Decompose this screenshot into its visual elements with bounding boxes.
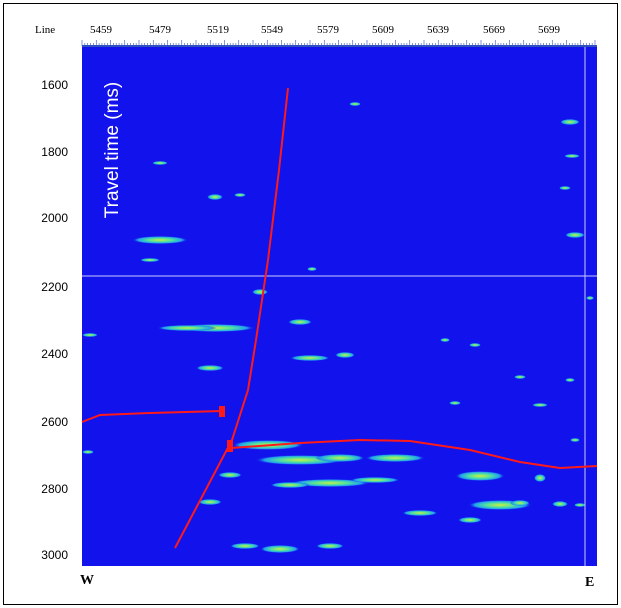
amplitude-blob bbox=[455, 471, 505, 481]
amplitude-blob bbox=[565, 232, 585, 238]
y-tick-label: 1600 bbox=[41, 78, 68, 92]
amplitude-blob bbox=[260, 545, 300, 553]
horizon-marker bbox=[227, 440, 233, 452]
x-tick-label: 5609 bbox=[372, 24, 395, 36]
amplitude-blob bbox=[514, 375, 526, 379]
amplitude-blob bbox=[564, 154, 580, 158]
interpretation bbox=[81, 87, 598, 549]
amplitude-blob bbox=[532, 403, 548, 407]
x-tick-label: 5699 bbox=[538, 24, 561, 36]
amplitude-blob bbox=[82, 333, 98, 337]
amplitude-blob bbox=[574, 503, 586, 507]
amplitude-blob bbox=[316, 543, 344, 549]
amplitude-blob bbox=[230, 543, 260, 549]
amplitude-blob bbox=[350, 477, 400, 483]
amplitude-blob bbox=[449, 401, 461, 405]
amplitude-blob bbox=[290, 355, 330, 361]
x-tick-label: 5479 bbox=[149, 24, 172, 36]
x-tick-label: 5459 bbox=[90, 24, 113, 36]
horizon-marker bbox=[219, 406, 225, 417]
east-label: E bbox=[585, 575, 594, 590]
amplitude-blob bbox=[157, 325, 217, 331]
x-tick-label: 5579 bbox=[317, 24, 340, 36]
amplitude-blob bbox=[234, 193, 246, 197]
y-tick-label: 2200 bbox=[41, 280, 68, 294]
amplitude-blob bbox=[559, 186, 571, 190]
amplitude-blob bbox=[315, 454, 365, 462]
amplitude-blob bbox=[402, 510, 438, 516]
plot-area bbox=[82, 47, 597, 566]
amplitude-blob bbox=[440, 338, 450, 342]
y-tick-label: 1800 bbox=[41, 145, 68, 159]
amplitude-blob bbox=[288, 319, 312, 325]
amplitude-blob bbox=[552, 501, 568, 507]
amplitude-blob bbox=[196, 365, 224, 371]
amplitude-blob bbox=[586, 296, 594, 300]
amplitude-blob bbox=[252, 289, 268, 295]
amplitude-blob bbox=[469, 343, 481, 347]
amplitude-blob bbox=[510, 500, 530, 506]
amplitude-blob bbox=[207, 194, 223, 200]
amplitude-blob bbox=[565, 378, 575, 382]
x-tick-label: 5519 bbox=[207, 24, 230, 36]
amplitude-blob bbox=[458, 517, 482, 523]
x-tick-label: 5639 bbox=[427, 24, 450, 36]
line-label: Line bbox=[35, 24, 55, 36]
west-label: W bbox=[80, 573, 94, 588]
amplitude-blob bbox=[152, 161, 168, 165]
amplitude-blob bbox=[570, 438, 580, 442]
amplitude-blob bbox=[349, 102, 361, 106]
y-axis-title: Travel time (ms) bbox=[102, 82, 123, 219]
y-tick-label: 2800 bbox=[41, 482, 68, 496]
amplitude-blob bbox=[335, 352, 355, 358]
amplitude-blob bbox=[82, 450, 94, 454]
amplitude-blob bbox=[198, 499, 222, 505]
horizon-upper bbox=[81, 410, 223, 423]
amplitude-blobs bbox=[82, 102, 594, 553]
amplitude-blob bbox=[307, 267, 317, 271]
amplitude-blob bbox=[140, 258, 160, 262]
amplitude-blob bbox=[534, 474, 546, 482]
y-tick-label: 2000 bbox=[41, 211, 68, 225]
y-tick-label: 2600 bbox=[41, 415, 68, 429]
ruler-ticks bbox=[81, 40, 596, 46]
amplitude-blob bbox=[270, 482, 310, 488]
amplitude-blob bbox=[132, 236, 188, 244]
y-tick-label: 3000 bbox=[41, 548, 68, 562]
x-tick-label: 5549 bbox=[261, 24, 284, 36]
y-tick-label: 2400 bbox=[41, 347, 68, 361]
horizon-lower bbox=[230, 438, 598, 470]
amplitude-blob bbox=[365, 454, 425, 462]
x-tick-label: 5669 bbox=[483, 24, 506, 36]
amplitude-blob bbox=[560, 119, 580, 125]
amplitude-blob bbox=[218, 472, 242, 478]
